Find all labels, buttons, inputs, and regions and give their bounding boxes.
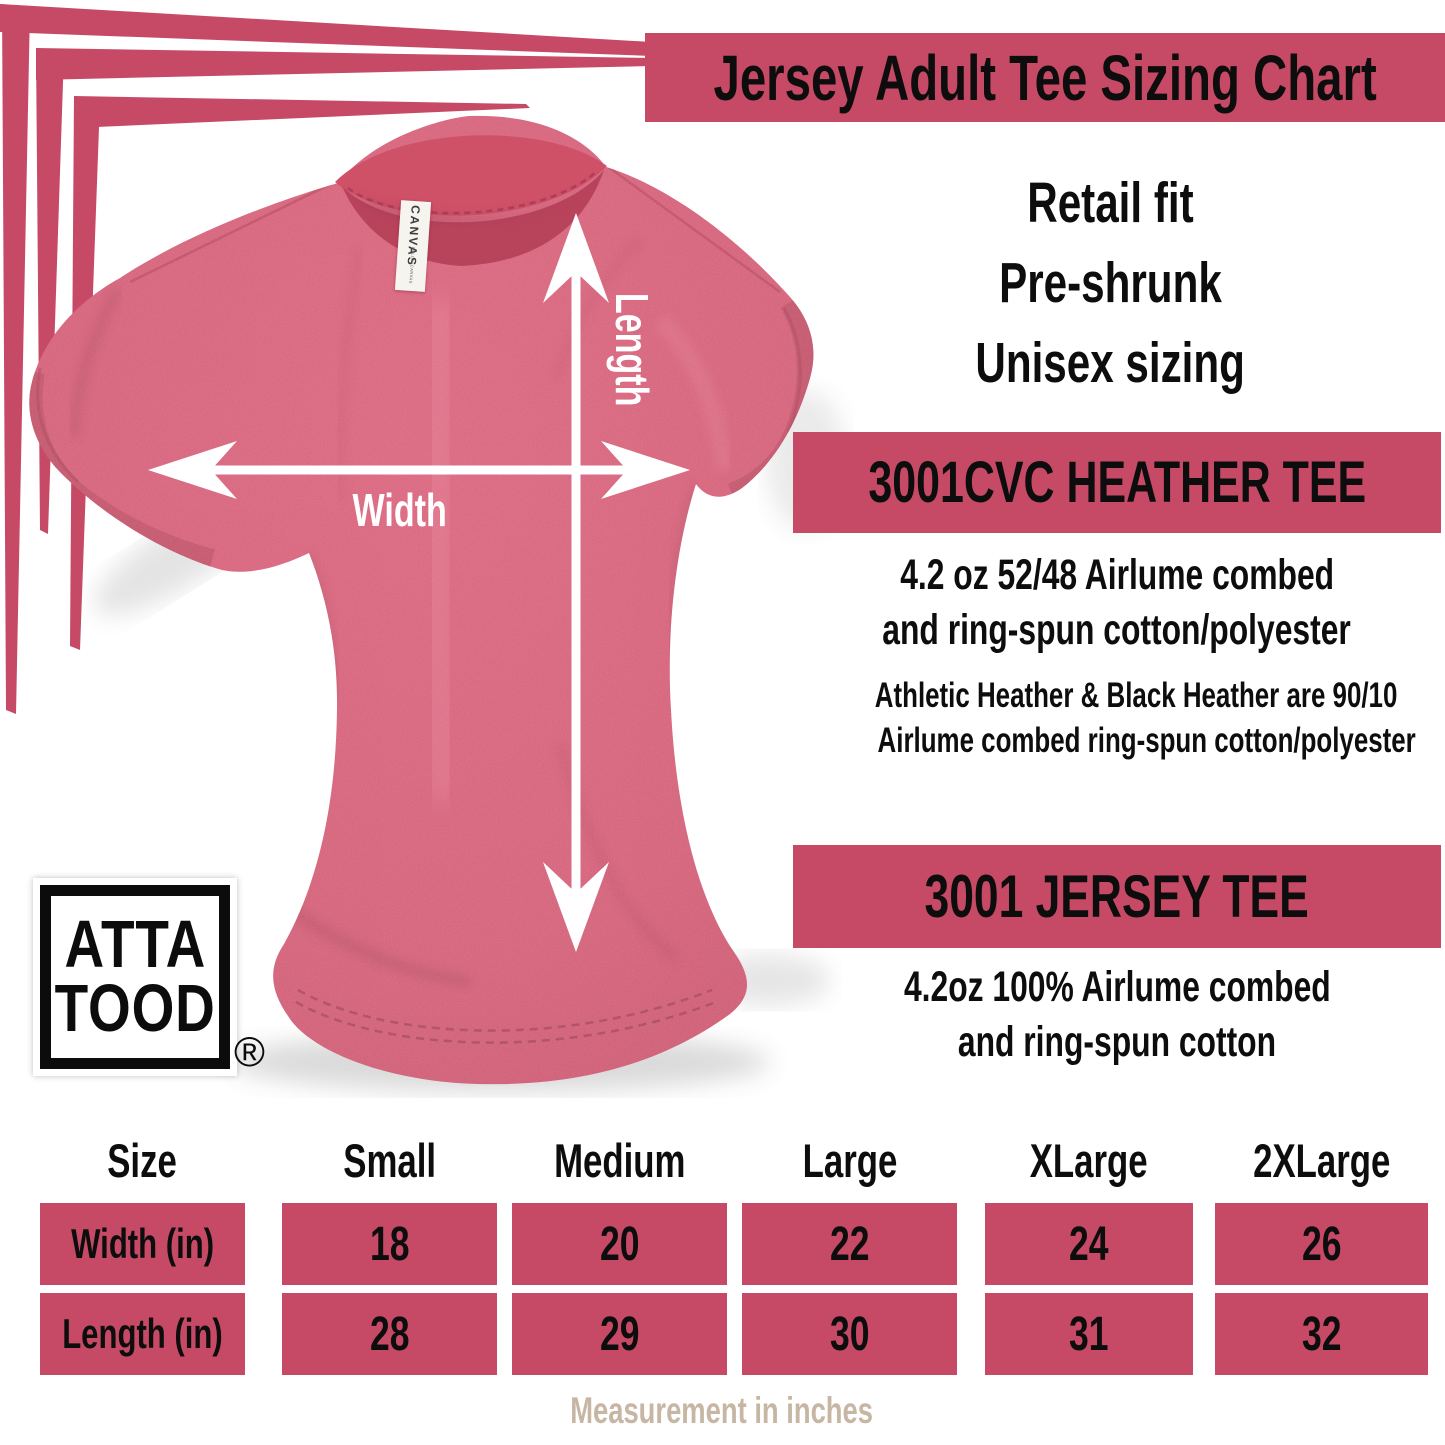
intro-line-unisex-sizing: Unisex sizing [975, 331, 1245, 395]
table-header-xlarge: XLarge [1030, 1134, 1148, 1187]
table-caption: Measurement in inches [570, 1390, 874, 1431]
cell-width-xlarge: 24 [985, 1203, 1193, 1285]
cell-length-2xlarge: 32 [1215, 1293, 1428, 1375]
logo-line1: ATTA [64, 907, 206, 982]
width-arrowhead-left [148, 441, 237, 499]
cell-width-large: 22 [742, 1203, 957, 1285]
table-header-small: Small [343, 1134, 436, 1187]
row-label-width: Width (in) [40, 1203, 245, 1285]
table-header-2xlarge: 2XLarge [1252, 1134, 1391, 1187]
intro-line-retail-fit: Retail fit [1026, 171, 1194, 235]
product1-note-line2: Airlume combed ring-spun cotton/polyeste… [877, 721, 1416, 760]
collar-band [335, 135, 607, 216]
cell-width-medium: 20 [512, 1203, 727, 1285]
registered-trademark: ® [234, 1028, 265, 1075]
intro-line-pre-shrunk: Pre-shrunk [998, 251, 1222, 315]
cell-width-small: 18 [282, 1203, 497, 1285]
atta-tood-logo: ATTA TOOD [33, 878, 237, 1076]
product1-banner: 3001CVC HEATHER TEE [793, 432, 1441, 533]
product2-desc-line2: and ring-spun cotton [957, 1018, 1277, 1066]
width-arrow-shaft [205, 465, 637, 475]
product1-desc-line1: 4.2 oz 52/48 Airlume combed [900, 551, 1334, 599]
cell-width-2xlarge: 26 [1215, 1203, 1428, 1285]
width-arrowhead-right [601, 441, 690, 499]
cell-length-large: 30 [742, 1293, 957, 1375]
length-label: Length [606, 293, 658, 407]
page-title: Jersey Adult Tee Sizing Chart [713, 41, 1377, 114]
product1-desc-line2: and ring-spun cotton/polyester [882, 606, 1352, 654]
logo-line2: TOOD [54, 971, 216, 1046]
cell-length-medium: 29 [512, 1293, 727, 1375]
table-header-size: Size [107, 1134, 178, 1187]
product2-desc-line1: 4.2oz 100% Airlume combed [903, 963, 1331, 1011]
cell-length-xlarge: 31 [985, 1293, 1193, 1375]
length-arrow-shaft [571, 262, 581, 902]
table-header-medium: Medium [553, 1134, 686, 1187]
cell-length-small: 28 [282, 1293, 497, 1375]
length-arrowhead-bottom [543, 862, 609, 952]
table-header-large: Large [802, 1134, 897, 1187]
row-label-length: Length (in) [40, 1293, 245, 1375]
width-label: Width [352, 484, 447, 536]
title-banner: Jersey Adult Tee Sizing Chart [645, 33, 1445, 122]
product2-banner: 3001 JERSEY TEE [793, 845, 1441, 948]
product1-note-line1: Athletic Heather & Black Heather are 90/… [874, 676, 1398, 715]
length-arrowhead-top [543, 213, 609, 303]
